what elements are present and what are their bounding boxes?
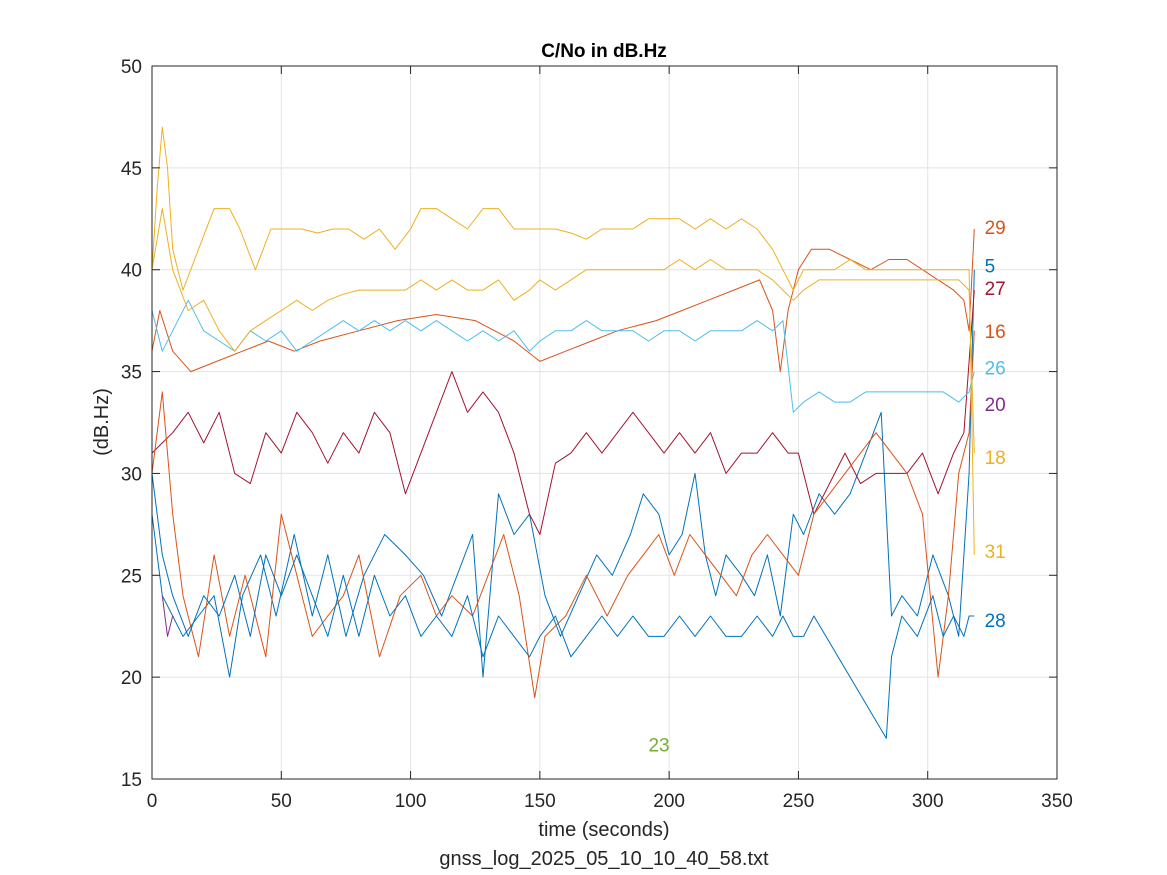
x-tick-label: 150 <box>524 791 556 812</box>
y-tick-label: 20 <box>121 668 142 689</box>
axis-ticks: 0 50 100 150 200 250 300 350 15 20 25 30 35 40 45 50 <box>121 57 1073 812</box>
series-label-16: 16 <box>985 322 1006 343</box>
y-tick-label: 45 <box>121 159 142 180</box>
series-label-5: 5 <box>985 257 996 278</box>
y-axis-label: (dB.Hz) <box>91 388 113 456</box>
figure-caption: gnss_log_2025_05_10_10_40_58.txt <box>439 848 769 870</box>
series-label-27: 27 <box>985 279 1006 300</box>
series-labels: 29 527 16 26 20 18 31 28 23 <box>648 218 1005 756</box>
series-line-5 <box>151 269 975 678</box>
series-layer <box>151 126 975 739</box>
y-tick-label: 50 <box>121 57 142 78</box>
series-line-20 <box>161 595 174 637</box>
y-tick-label: 30 <box>121 464 142 485</box>
series-label-29: 29 <box>985 218 1006 239</box>
x-axis-label: time (seconds) <box>538 819 669 841</box>
x-tick-label: 50 <box>271 791 292 812</box>
series-label-18: 18 <box>985 448 1006 469</box>
x-tick-label: 350 <box>1041 791 1073 812</box>
series-label-20: 20 <box>985 395 1006 416</box>
chart-title: C/No in dB.Hz <box>541 41 667 62</box>
y-tick-label: 25 <box>121 566 142 587</box>
series-label-31: 31 <box>985 542 1006 563</box>
series-line-18 <box>151 208 975 454</box>
y-tick-label: 40 <box>121 261 142 282</box>
x-tick-label: 300 <box>912 791 944 812</box>
x-tick-label: 100 <box>395 791 427 812</box>
series-label-26: 26 <box>985 358 1006 379</box>
x-tick-label: 0 <box>147 791 158 812</box>
series-line-16 <box>151 330 975 698</box>
y-tick-label: 35 <box>121 363 142 384</box>
series-label-28: 28 <box>985 611 1006 632</box>
series-label-23: 23 <box>648 735 669 756</box>
plot-area-frame <box>151 65 1058 780</box>
series-line-28 <box>151 473 975 739</box>
series-line-26 <box>151 299 975 413</box>
y-tick-label: 15 <box>121 770 142 791</box>
series-line-31 <box>151 126 975 555</box>
series-line-27 <box>151 290 975 535</box>
series-line-29 <box>151 228 975 373</box>
x-tick-label: 200 <box>653 791 685 812</box>
x-tick-label: 250 <box>783 791 815 812</box>
